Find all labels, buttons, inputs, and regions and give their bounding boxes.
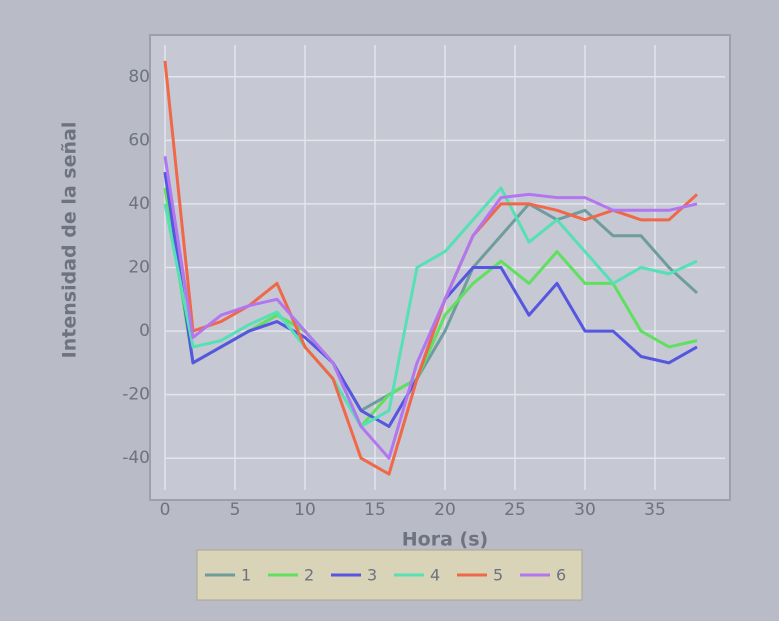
y-tick-label: 40 (128, 194, 150, 214)
y-tick-label: -20 (122, 385, 150, 405)
x-tick-label: 30 (574, 500, 596, 520)
y-tick-label: 0 (139, 321, 150, 341)
y-tick-label: -40 (122, 448, 150, 468)
x-tick-label: 15 (364, 500, 386, 520)
x-tick-label: 35 (644, 500, 666, 520)
x-tick-label: 5 (230, 500, 241, 520)
legend-label: 3 (367, 566, 377, 585)
x-axis-label: Hora (s) (402, 529, 488, 551)
y-tick-label: 60 (128, 130, 150, 150)
x-tick-label: 25 (504, 500, 526, 520)
x-tick-label: 0 (160, 500, 171, 520)
x-tick-label: 20 (434, 500, 456, 520)
page: {"chart_data": {"type": "line", "xlabel"… (0, 0, 779, 621)
y-axis-label: Intensidad de la señal (59, 122, 81, 359)
chart: Hora (s) Intensidad de la señal -40 -20 0 2… (0, 0, 779, 621)
legend-label: 4 (430, 566, 440, 585)
y-tick-label: 20 (128, 258, 150, 278)
legend-label: 6 (556, 566, 566, 585)
legend-label: 5 (493, 566, 503, 585)
legend-label: 1 (241, 566, 251, 585)
y-tick-label: 80 (128, 67, 150, 87)
x-tick-label: 10 (294, 500, 316, 520)
legend-label: 2 (304, 566, 314, 585)
